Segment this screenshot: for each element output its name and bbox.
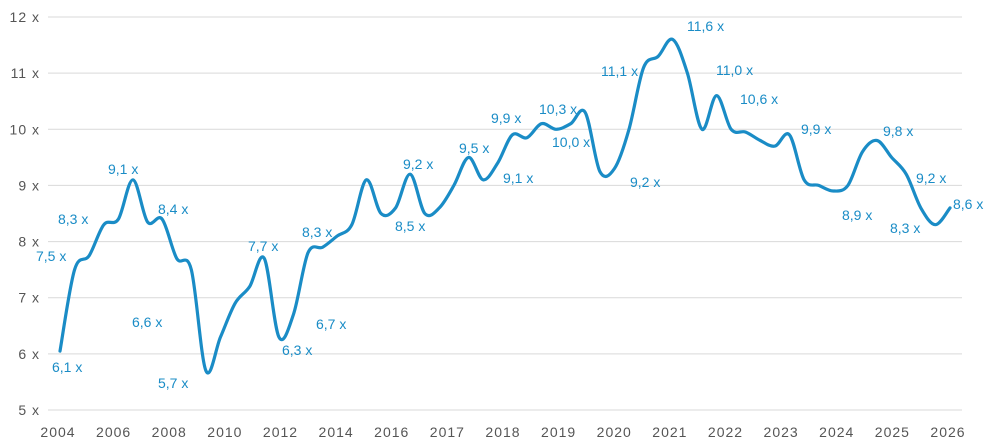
y-tick-label: 5 x	[18, 402, 40, 418]
x-tick-label: 2019	[541, 424, 576, 440]
x-tick-label: 2026	[930, 424, 965, 440]
x-tick-label: 2010	[207, 424, 242, 440]
data-label: 6,6 x	[132, 314, 162, 330]
gridlines	[48, 16, 962, 411]
x-tick-label: 2025	[875, 424, 910, 440]
data-label: 11,1 x	[601, 63, 638, 79]
x-tick-label: 2020	[597, 424, 632, 440]
data-label: 8,3 x	[58, 211, 88, 227]
y-axis-tick-labels: 5 x 6 x 7 x 8 x 9 x 10 x 11 x 12 x	[10, 9, 40, 418]
y-tick-label: 12 x	[10, 9, 40, 25]
data-label: 11,6 x	[687, 18, 724, 34]
data-label: 5,7 x	[158, 375, 188, 391]
data-label: 7,5 x	[36, 248, 66, 264]
x-tick-label: 2012	[263, 424, 298, 440]
x-tick-label: 2017	[430, 424, 465, 440]
y-tick-label: 10 x	[10, 121, 40, 137]
data-label: 9,9 x	[801, 121, 831, 137]
data-label: 6,1 x	[52, 359, 82, 375]
data-label: 9,2 x	[630, 174, 660, 190]
data-label: 8,4 x	[158, 201, 188, 217]
data-label: 9,2 x	[916, 170, 946, 186]
data-label: 8,5 x	[395, 218, 425, 234]
data-labels: 6,1 x 7,5 x 8,3 x 9,1 x 8,4 x 6,6 x 5,7 x 7,7 x…	[36, 18, 983, 391]
y-tick-label: 11 x	[11, 65, 40, 81]
series-line	[58, 37, 952, 375]
x-tick-label: 2018	[485, 424, 520, 440]
x-tick-label: 2024	[819, 424, 854, 440]
data-label: 8,3 x	[302, 224, 332, 240]
y-tick-label: 9 x	[18, 177, 40, 193]
y-tick-label: 8 x	[18, 234, 40, 250]
x-tick-label: 2014	[319, 424, 354, 440]
x-tick-label: 2021	[652, 424, 687, 440]
data-label: 7,7 x	[248, 238, 278, 254]
data-label: 9,5 x	[459, 140, 489, 156]
x-tick-label: 2016	[374, 424, 409, 440]
data-label: 8,3 x	[890, 220, 920, 236]
x-axis-tick-labels: 2004 2006 2008 2010 2012 2014 2016 2017 2018 2019…	[40, 424, 965, 440]
data-label: 9,1 x	[108, 161, 138, 177]
x-tick-label: 2008	[152, 424, 187, 440]
x-tick-label: 2023	[764, 424, 799, 440]
data-label: 11,0 x	[716, 62, 753, 78]
data-label: 10,6 x	[740, 91, 778, 107]
data-label: 6,7 x	[316, 316, 346, 332]
data-label: 9,1 x	[503, 170, 533, 186]
data-label: 6,3 x	[282, 342, 312, 358]
x-tick-label: 2004	[40, 424, 75, 440]
data-label: 8,9 x	[842, 207, 872, 223]
data-label: 8,6 x	[953, 196, 983, 212]
x-tick-label: 2006	[96, 424, 131, 440]
data-label: 10,3 x	[539, 101, 577, 117]
y-tick-label: 6 x	[18, 346, 40, 362]
data-label: 10,0 x	[552, 134, 590, 150]
y-tick-label: 7 x	[18, 290, 40, 306]
data-label: 9,9 x	[491, 110, 521, 126]
data-label: 9,8 x	[883, 123, 913, 139]
x-tick-label: 2022	[708, 424, 743, 440]
data-label: 9,2 x	[403, 156, 433, 172]
